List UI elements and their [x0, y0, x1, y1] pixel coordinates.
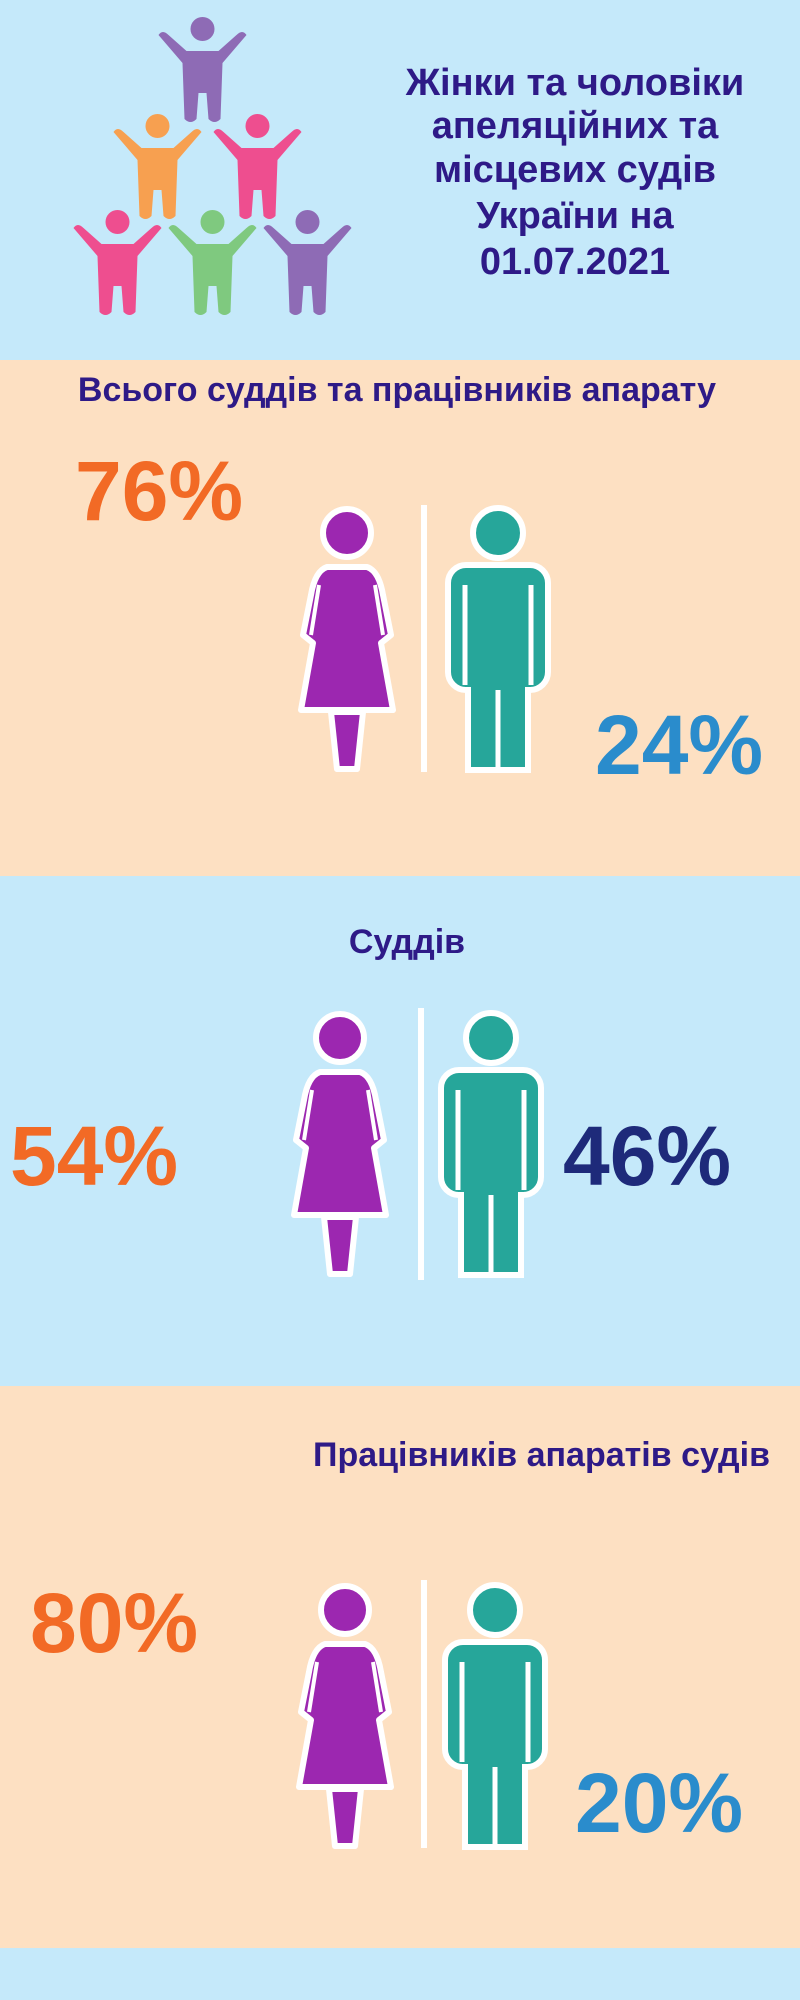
men-percent: 46% — [563, 1109, 731, 1203]
title-line: апеляційних та — [432, 105, 719, 147]
title-line: Жінки та чоловіки — [405, 62, 745, 104]
men-percent: 24% — [595, 698, 763, 792]
section-bg — [0, 360, 800, 876]
title-line: місцевих судів — [434, 149, 716, 191]
section-bg — [0, 876, 800, 1386]
men-percent: 20% — [575, 1756, 743, 1850]
women-percent: 54% — [10, 1109, 178, 1203]
title-line: 01.07.2021 — [480, 241, 670, 283]
section-title: Суддів — [349, 923, 465, 961]
women-percent: 80% — [30, 1576, 198, 1670]
footer-bg — [0, 1948, 800, 2000]
section-bg — [0, 1386, 800, 1948]
section-title: Всього суддів та працівників апарату — [78, 371, 716, 409]
women-percent: 76% — [75, 444, 243, 538]
title-line: України на — [476, 195, 674, 237]
section-title: Працівників апаратів судів — [313, 1436, 770, 1474]
